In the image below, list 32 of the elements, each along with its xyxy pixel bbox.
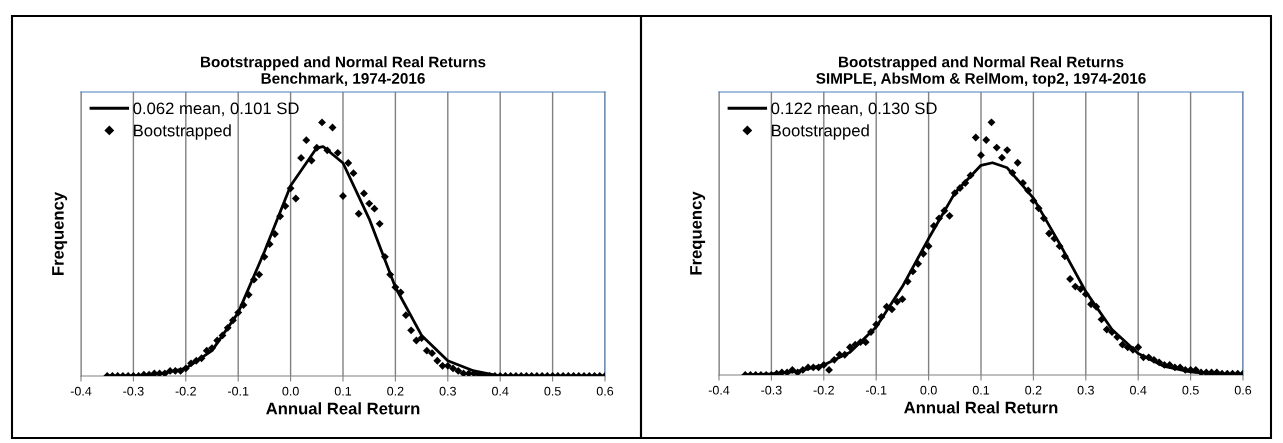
x-tick-label: 0.5 — [544, 386, 561, 396]
legend-label: Bootstrapped — [772, 124, 869, 140]
chart-title: Bootstrapped and Normal Real Returns SIMPLE, AbsMom & RelMom, top2, 1974-2016 — [816, 56, 1146, 87]
legend-label: 0.122 mean, 0.130 SD — [771, 102, 937, 117]
x-tick-label: 0.2 — [1025, 385, 1042, 395]
x-tick-label: 0.1 — [972, 385, 990, 395]
x-tick-label: 0.0 — [282, 386, 299, 396]
x-tick-label: -0.1 — [865, 385, 887, 395]
legend-label: Bootstrapped — [134, 124, 231, 140]
x-axis-title: Annual Real Return — [904, 401, 1058, 414]
x-tick-label: 0.0 — [920, 385, 937, 395]
x-tick-label: -0.4 — [708, 385, 730, 395]
x-tick-label: -0.3 — [761, 385, 782, 395]
x-tick-label: -0.1 — [227, 386, 249, 396]
x-tick-label: 0.6 — [1234, 385, 1252, 395]
x-axis-title: Annual Real Return — [266, 402, 420, 415]
x-tick-label: 0.4 — [1130, 385, 1147, 395]
x-tick-label: 0.2 — [387, 386, 404, 396]
x-tick-label: 0.3 — [439, 386, 456, 396]
chart-title: Bootstrapped and Normal Real Returns Benchmark, 1974-2016 — [200, 56, 486, 87]
x-tick-label: -0.2 — [175, 386, 196, 396]
x-tick-label: -0.2 — [813, 385, 834, 395]
x-tick-label: 0.1 — [334, 386, 352, 396]
x-tick-label: 0.6 — [596, 386, 614, 396]
x-tick-label: 0.4 — [492, 386, 509, 396]
y-axis-title: Frequency — [52, 191, 68, 276]
y-axis-title: Frequency — [690, 191, 706, 275]
legend-label: 0.062 mean, 0.101 SD — [133, 102, 299, 117]
x-tick-label: -0.4 — [70, 386, 92, 396]
x-tick-label: 0.3 — [1077, 385, 1094, 395]
x-tick-label: -0.3 — [123, 386, 144, 396]
x-tick-label: 0.5 — [1182, 385, 1199, 395]
